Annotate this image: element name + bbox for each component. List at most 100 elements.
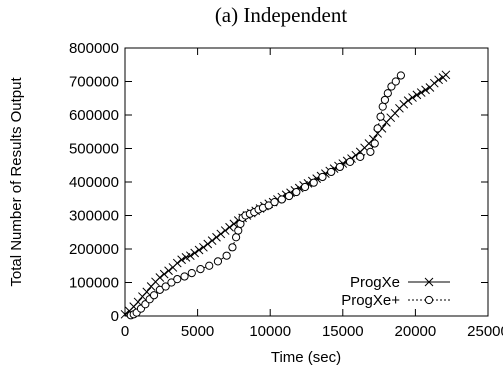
- data-point: [335, 162, 344, 172]
- y-tick-label: 100000: [69, 275, 119, 292]
- x-marker-stroke: [155, 273, 165, 282]
- y-tick-label: 200000: [69, 241, 119, 258]
- y-tick-label: 600000: [69, 107, 119, 124]
- x-marker-stroke: [421, 85, 430, 95]
- series-layer: [120, 70, 451, 320]
- legend-marker: [424, 277, 434, 287]
- x-marker-stroke: [408, 93, 417, 102]
- data-point: [378, 102, 387, 111]
- data-point: [370, 139, 379, 148]
- x-marker-stroke: [441, 70, 451, 80]
- x-tick-label: 5000: [181, 323, 214, 340]
- data-point: [345, 157, 355, 166]
- data-point: [383, 89, 392, 98]
- x-marker-stroke: [207, 236, 217, 245]
- x-marker-stroke: [412, 90, 422, 100]
- data-point: [318, 172, 327, 182]
- data-point: [416, 88, 426, 97]
- data-point: [159, 269, 169, 279]
- data-point: [203, 239, 213, 249]
- data-point: [373, 124, 382, 133]
- y-tick-label: 500000: [69, 141, 119, 158]
- x-marker-stroke: [133, 297, 143, 307]
- x-marker-stroke: [220, 226, 230, 235]
- data-point: [412, 90, 422, 100]
- data-point: [396, 71, 405, 80]
- data-point: [149, 291, 159, 300]
- data-point: [225, 222, 234, 232]
- data-point: [270, 198, 279, 207]
- data-point: [229, 219, 239, 229]
- x-axis-label: Time (sec): [271, 349, 341, 366]
- series-2: [126, 71, 405, 320]
- x-marker-stroke: [142, 287, 152, 297]
- y-tick-label: 700000: [69, 74, 119, 91]
- x-marker-stroke: [194, 245, 204, 255]
- x-marker-stroke: [164, 266, 173, 276]
- data-point: [172, 258, 182, 268]
- data-point: [300, 182, 310, 192]
- data-point: [434, 75, 443, 85]
- x-tick-label: 10000: [249, 323, 291, 340]
- x-marker-stroke: [216, 229, 226, 239]
- x-tick-label: 20000: [395, 323, 437, 340]
- y-tick-label: 400000: [69, 174, 119, 191]
- data-point: [403, 96, 413, 105]
- data-point: [161, 282, 170, 291]
- x-marker-stroke: [351, 150, 361, 160]
- x-marker-stroke: [203, 239, 213, 249]
- legend-label: ProgXe: [350, 274, 400, 291]
- data-point: [190, 248, 200, 258]
- data-point: [408, 93, 417, 102]
- data-point: [277, 195, 286, 204]
- data-point: [155, 273, 165, 282]
- x-marker-stroke: [172, 258, 182, 268]
- data-point: [309, 178, 318, 187]
- y-tick-label: 800000: [69, 40, 119, 57]
- x-marker-stroke: [229, 219, 239, 229]
- data-point: [228, 243, 237, 252]
- x-marker-stroke: [434, 75, 443, 85]
- legend-marker: [424, 295, 434, 305]
- y-axis-label: Total Number of Results Output: [8, 77, 25, 287]
- data-point: [356, 152, 365, 161]
- data-point: [142, 287, 152, 297]
- data-point: [441, 70, 451, 80]
- legend-label: ProgXe+: [341, 292, 400, 309]
- x-marker-stroke: [212, 232, 221, 242]
- data-point: [391, 77, 400, 86]
- data-point: [199, 242, 208, 252]
- data-point: [216, 229, 226, 239]
- x-marker-stroke: [225, 222, 234, 232]
- data-point: [207, 236, 217, 245]
- data-point: [187, 269, 196, 278]
- data-point: [196, 265, 205, 274]
- chart-title: (a) Independent: [215, 3, 348, 27]
- x-marker-stroke: [429, 78, 439, 88]
- data-point: [387, 82, 396, 91]
- data-point: [222, 251, 231, 260]
- x-marker-stroke: [416, 88, 426, 97]
- x-marker-stroke: [159, 269, 169, 279]
- x-marker-stroke: [177, 255, 186, 265]
- data-point: [194, 245, 204, 255]
- x-marker-stroke: [199, 242, 208, 252]
- x-marker-stroke: [185, 251, 195, 261]
- x-marker-stroke: [190, 248, 200, 258]
- data-point: [292, 187, 301, 197]
- x-tick-label: 0: [121, 323, 129, 340]
- data-point: [421, 85, 430, 95]
- x-tick-label: 15000: [322, 323, 364, 340]
- data-point: [212, 232, 221, 242]
- data-point: [327, 167, 336, 177]
- data-point: [173, 275, 182, 284]
- y-tick-label: 0: [111, 308, 119, 325]
- data-point: [141, 300, 150, 309]
- x-marker-stroke: [403, 96, 413, 105]
- data-point: [231, 233, 241, 242]
- data-point: [213, 257, 223, 266]
